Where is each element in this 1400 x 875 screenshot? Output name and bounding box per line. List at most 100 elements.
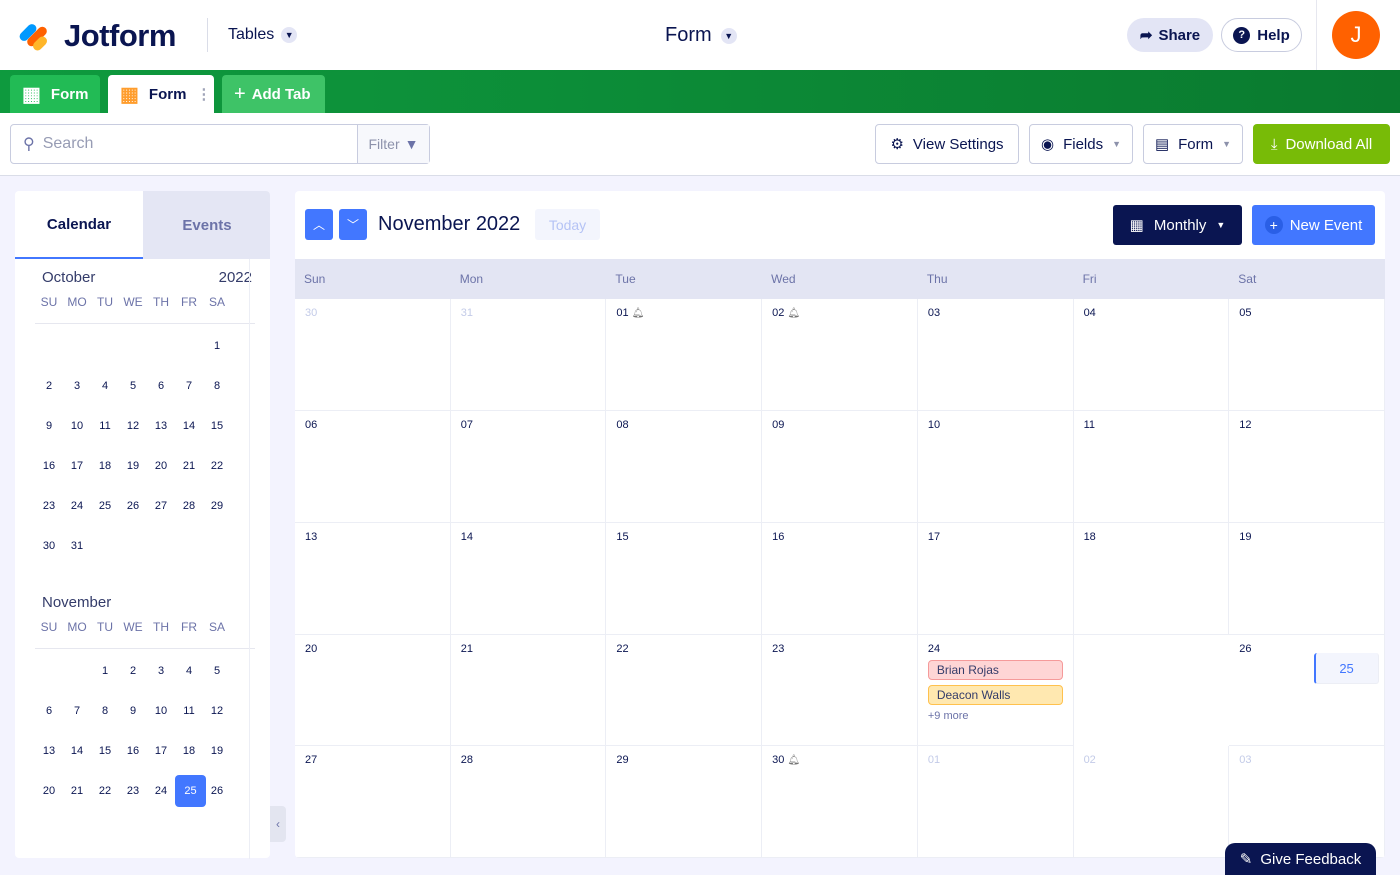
mini-day[interactable]: 15 bbox=[210, 420, 224, 432]
mini-day[interactable]: 12 bbox=[126, 420, 140, 432]
mini-day[interactable]: 14 bbox=[182, 420, 196, 432]
mini-day[interactable]: 24 bbox=[70, 500, 84, 512]
filter-button[interactable]: Filter ▼ bbox=[357, 125, 429, 163]
day-cell[interactable]: 19 bbox=[1229, 523, 1385, 635]
day-cell[interactable]: 15 bbox=[606, 523, 763, 635]
mini-day[interactable]: 26 bbox=[210, 785, 224, 797]
mini-day[interactable]: 7 bbox=[185, 380, 193, 392]
avatar[interactable]: J bbox=[1332, 11, 1380, 59]
day-cell[interactable]: 11 bbox=[1073, 411, 1230, 523]
tab-form-table[interactable]: ▦ Form bbox=[10, 75, 100, 113]
tables-dropdown[interactable]: Tables ▼ bbox=[228, 26, 298, 44]
mini-day[interactable]: 6 bbox=[45, 705, 53, 717]
today-button[interactable]: Today bbox=[535, 209, 600, 240]
day-cell[interactable]: 24 Brian Rojas Deacon Walls +9 more bbox=[917, 635, 1074, 746]
day-cell[interactable]: 20 bbox=[295, 635, 451, 746]
mini-day[interactable]: 20 bbox=[154, 460, 168, 472]
mini-day[interactable]: 27 bbox=[154, 500, 168, 512]
day-cell[interactable]: 21 bbox=[450, 635, 607, 746]
day-cell[interactable]: 08 bbox=[606, 411, 763, 523]
mini-day[interactable]: 1 bbox=[101, 665, 109, 677]
mini-day[interactable]: 9 bbox=[129, 705, 137, 717]
day-cell[interactable]: 01 bbox=[917, 746, 1074, 858]
mini-day[interactable]: 23 bbox=[126, 785, 140, 797]
mini-day[interactable]: 17 bbox=[70, 460, 84, 472]
mini-day[interactable]: 8 bbox=[101, 705, 109, 717]
mini-day[interactable]: 11 bbox=[183, 705, 195, 717]
more-events-link[interactable]: +9 more bbox=[927, 710, 969, 722]
tab-form-calendar[interactable]: ▦ Form ⋮ bbox=[108, 75, 214, 113]
view-settings-button[interactable]: ⚙ View Settings bbox=[875, 124, 1019, 164]
mini-day[interactable]: 10 bbox=[70, 420, 84, 432]
day-cell[interactable]: 25 bbox=[1313, 653, 1379, 684]
mini-day[interactable]: 19 bbox=[210, 745, 224, 757]
day-cell[interactable]: 14 bbox=[450, 523, 607, 635]
day-cell[interactable]: 23 bbox=[762, 635, 918, 746]
mini-day[interactable]: 29 bbox=[210, 500, 224, 512]
mini-day[interactable]: 3 bbox=[73, 380, 81, 392]
mini-day[interactable]: 13 bbox=[42, 745, 56, 757]
mini-day[interactable]: 24 bbox=[154, 785, 168, 797]
day-cell[interactable]: 12 bbox=[1229, 411, 1385, 523]
help-button[interactable]: ? Help bbox=[1221, 18, 1302, 52]
mini-day[interactable]: 25 bbox=[175, 775, 206, 807]
mini-day[interactable]: 31 bbox=[70, 540, 84, 552]
mini-day[interactable]: 22 bbox=[210, 460, 224, 472]
mini-day[interactable]: 6 bbox=[157, 380, 165, 392]
day-cell[interactable]: 03 bbox=[917, 299, 1074, 411]
view-mode-dropdown[interactable]: ▦ Monthly ▼ bbox=[1113, 205, 1242, 245]
mini-day[interactable]: 20 bbox=[42, 785, 56, 797]
tab-calendar[interactable]: Calendar bbox=[15, 191, 143, 259]
mini-day[interactable]: 17 bbox=[154, 745, 168, 757]
mini-day[interactable]: 9 bbox=[45, 420, 53, 432]
mini-day[interactable]: 4 bbox=[101, 380, 109, 392]
mini-day[interactable]: 26 bbox=[126, 500, 140, 512]
day-cell[interactable]: 01 🔔︎ bbox=[606, 299, 763, 411]
new-event-button[interactable]: + New Event bbox=[1252, 205, 1375, 245]
day-cell[interactable]: 05 bbox=[1229, 299, 1385, 411]
day-cell[interactable]: 26 bbox=[1229, 635, 1385, 746]
form-dropdown[interactable]: ▤ Form ▼ bbox=[1143, 124, 1243, 164]
mini-day[interactable]: 15 bbox=[98, 745, 112, 757]
search-input[interactable]: ⚲ Search Filter ▼ bbox=[10, 124, 430, 164]
mini-day[interactable]: 10 bbox=[154, 705, 168, 717]
mini-day[interactable]: 2 bbox=[45, 380, 53, 392]
mini-day[interactable]: 18 bbox=[182, 745, 196, 757]
mini-day[interactable]: 14 bbox=[70, 745, 84, 757]
jotform-logo[interactable]: Jotform bbox=[17, 18, 176, 54]
more-vertical-icon[interactable]: ⋮ bbox=[196, 86, 212, 103]
day-cell[interactable]: 17 bbox=[917, 523, 1074, 635]
mini-day[interactable]: 21 bbox=[182, 460, 196, 472]
day-cell[interactable]: 16 bbox=[762, 523, 918, 635]
day-cell[interactable]: 09 bbox=[762, 411, 918, 523]
mini-day[interactable]: 25 bbox=[98, 500, 112, 512]
day-cell[interactable]: 02 🔔︎ bbox=[762, 299, 918, 411]
day-cell[interactable]: 27 bbox=[295, 746, 451, 858]
day-cell[interactable]: 30 🔔︎ bbox=[762, 746, 918, 858]
mini-day[interactable]: 30 bbox=[42, 540, 56, 552]
mini-day[interactable]: 11 bbox=[99, 420, 111, 432]
mini-day[interactable]: 18 bbox=[98, 460, 112, 472]
event-chip[interactable]: Brian Rojas bbox=[927, 660, 1063, 680]
mini-day[interactable]: 16 bbox=[126, 745, 140, 757]
fields-dropdown[interactable]: ◉ Fields ▼ bbox=[1029, 124, 1133, 164]
day-cell[interactable]: 06 bbox=[295, 411, 451, 523]
day-cell[interactable]: 22 bbox=[606, 635, 763, 746]
collapse-panel-button[interactable]: ‹ bbox=[270, 806, 286, 842]
day-cell[interactable]: 07 bbox=[450, 411, 607, 523]
day-cell[interactable]: 31 bbox=[450, 299, 607, 411]
mini-day[interactable]: 5 bbox=[213, 665, 221, 677]
day-cell[interactable]: 10 bbox=[917, 411, 1074, 523]
day-cell[interactable]: 30 bbox=[295, 299, 451, 411]
mini-day[interactable]: 16 bbox=[42, 460, 56, 472]
mini-day[interactable]: 21 bbox=[70, 785, 84, 797]
download-all-button[interactable]: ⤓ Download All bbox=[1253, 124, 1390, 164]
day-cell[interactable]: 18 bbox=[1073, 523, 1230, 635]
share-button[interactable]: ➦ Share bbox=[1127, 18, 1213, 52]
mini-day[interactable]: 13 bbox=[154, 420, 168, 432]
day-cell[interactable]: 28 bbox=[450, 746, 607, 858]
next-month-button[interactable]: ﹀ bbox=[339, 209, 367, 240]
give-feedback-button[interactable]: ✎ Give Feedback bbox=[1225, 843, 1376, 875]
mini-day[interactable]: 12 bbox=[210, 705, 224, 717]
mini-day[interactable]: 23 bbox=[42, 500, 56, 512]
